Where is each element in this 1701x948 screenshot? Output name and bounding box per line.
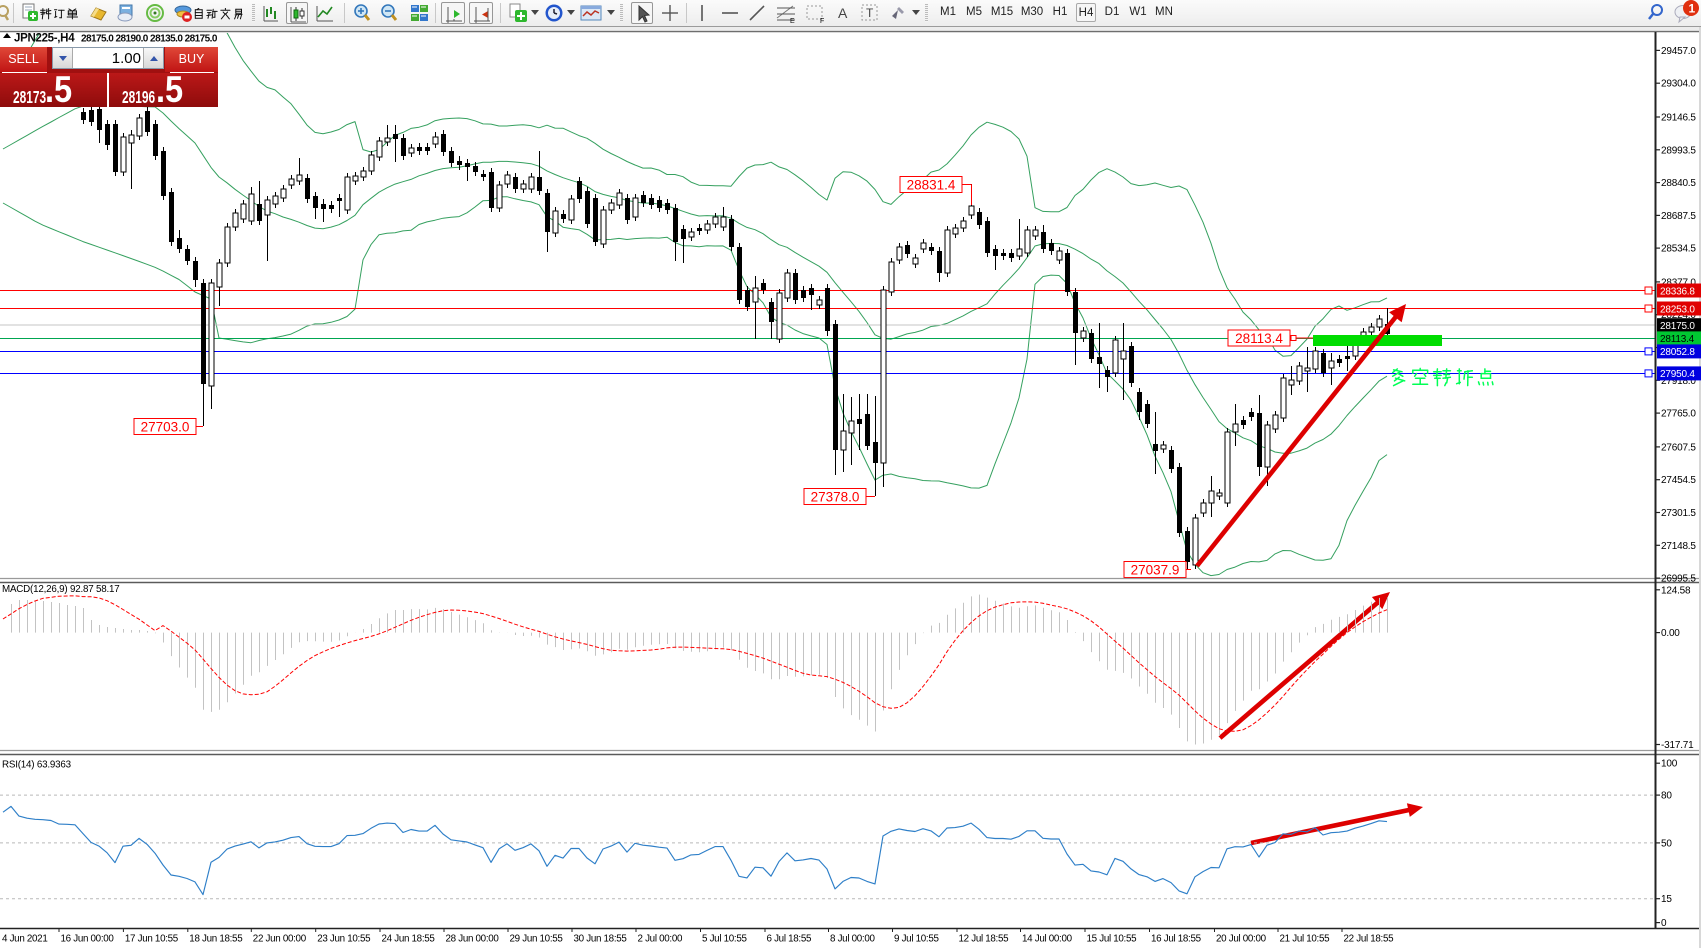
svg-text:17 Jun 10:55: 17 Jun 10:55 xyxy=(125,934,179,945)
svg-text:RSI(14) 63.9363: RSI(14) 63.9363 xyxy=(2,760,72,771)
svg-text:28687.5: 28687.5 xyxy=(1661,211,1696,222)
svg-text:29457.0: 29457.0 xyxy=(1661,46,1696,57)
svg-text:28993.5: 28993.5 xyxy=(1661,145,1696,156)
svg-text:27703.0: 27703.0 xyxy=(141,420,190,435)
svg-text:23 Jun 10:55: 23 Jun 10:55 xyxy=(317,934,371,945)
svg-text:4 Jun 2021: 4 Jun 2021 xyxy=(2,934,47,945)
svg-text:28831.4: 28831.4 xyxy=(907,178,956,193)
svg-text:20 Jul 00:00: 20 Jul 00:00 xyxy=(1216,934,1267,945)
svg-text:27950.4: 27950.4 xyxy=(1660,369,1695,380)
svg-text:27378.0: 27378.0 xyxy=(811,490,860,505)
svg-text:100: 100 xyxy=(1661,759,1678,770)
svg-text:28175.0: 28175.0 xyxy=(1660,321,1695,332)
svg-text:28 Jun 00:00: 28 Jun 00:00 xyxy=(446,934,500,945)
svg-text:28113.4: 28113.4 xyxy=(1235,331,1283,346)
svg-text:29304.0: 29304.0 xyxy=(1661,79,1696,90)
svg-text:JPN225-,H4: JPN225-,H4 xyxy=(14,33,75,45)
svg-text:28534.5: 28534.5 xyxy=(1661,244,1696,255)
svg-text:21 Jul 10:55: 21 Jul 10:55 xyxy=(1280,934,1331,945)
svg-text:22 Jul 18:55: 22 Jul 18:55 xyxy=(1344,934,1395,945)
svg-text:18 Jun 18:55: 18 Jun 18:55 xyxy=(189,934,243,945)
svg-text:28377.0: 28377.0 xyxy=(1661,277,1696,288)
svg-text:27454.5: 27454.5 xyxy=(1661,475,1696,486)
svg-text:80: 80 xyxy=(1661,791,1672,802)
svg-text:15 Jul 10:55: 15 Jul 10:55 xyxy=(1087,934,1138,945)
svg-text:27918.0: 27918.0 xyxy=(1661,376,1696,387)
svg-text:A: A xyxy=(838,5,848,21)
svg-text:22 Jun 00:00: 22 Jun 00:00 xyxy=(253,934,307,945)
svg-text:29 Jun 10:55: 29 Jun 10:55 xyxy=(510,934,564,945)
svg-text:26995.5: 26995.5 xyxy=(1661,574,1696,585)
svg-text:28052.8: 28052.8 xyxy=(1660,347,1695,358)
svg-text:16 Jul 18:55: 16 Jul 18:55 xyxy=(1151,934,1202,945)
svg-text:28253.0: 28253.0 xyxy=(1660,304,1695,315)
svg-text:MACD(12,26,9) 92.87 58.17: MACD(12,26,9) 92.87 58.17 xyxy=(2,584,120,595)
svg-text:16 Jun 00:00: 16 Jun 00:00 xyxy=(61,934,115,945)
svg-text:29146.5: 29146.5 xyxy=(1661,113,1696,124)
svg-text:-317.71: -317.71 xyxy=(1661,740,1694,751)
svg-text:9 Jul 10:55: 9 Jul 10:55 xyxy=(894,934,939,945)
svg-text:8 Jul 00:00: 8 Jul 00:00 xyxy=(830,934,875,945)
svg-text:28175.0 28190.0 28135.0 28175.: 28175.0 28190.0 28135.0 28175.0 xyxy=(81,34,218,45)
svg-text:28840.5: 28840.5 xyxy=(1661,178,1696,189)
svg-text:27301.5: 27301.5 xyxy=(1661,508,1696,519)
svg-text:124.58: 124.58 xyxy=(1661,585,1691,596)
svg-text:27148.5: 27148.5 xyxy=(1661,541,1696,552)
svg-text:0: 0 xyxy=(1661,918,1667,929)
svg-text:30 Jun 18:55: 30 Jun 18:55 xyxy=(574,934,628,945)
svg-text:28224.0: 28224.0 xyxy=(1661,310,1696,321)
svg-text:27037.9: 27037.9 xyxy=(1131,563,1180,578)
svg-text:2 Jul 00:00: 2 Jul 00:00 xyxy=(638,934,683,945)
svg-text:6 Jul 18:55: 6 Jul 18:55 xyxy=(767,934,812,945)
svg-text:14 Jul 00:00: 14 Jul 00:00 xyxy=(1022,934,1073,945)
svg-text:28336.8: 28336.8 xyxy=(1660,286,1695,297)
svg-text:12 Jul 18:55: 12 Jul 18:55 xyxy=(959,934,1010,945)
svg-text:1: 1 xyxy=(1689,2,1696,16)
svg-text:T: T xyxy=(866,6,874,20)
svg-text:15: 15 xyxy=(1661,894,1672,905)
svg-text:50: 50 xyxy=(1661,838,1672,849)
svg-text:E: E xyxy=(790,18,795,24)
svg-text:28113.4: 28113.4 xyxy=(1660,334,1695,345)
svg-text:27765.0: 27765.0 xyxy=(1661,409,1696,420)
svg-text:24 Jun 18:55: 24 Jun 18:55 xyxy=(382,934,436,945)
svg-text:F: F xyxy=(820,18,824,24)
svg-text:5 Jul 10:55: 5 Jul 10:55 xyxy=(702,934,747,945)
svg-text:27607.5: 27607.5 xyxy=(1661,442,1696,453)
svg-text:0.00: 0.00 xyxy=(1661,628,1680,639)
